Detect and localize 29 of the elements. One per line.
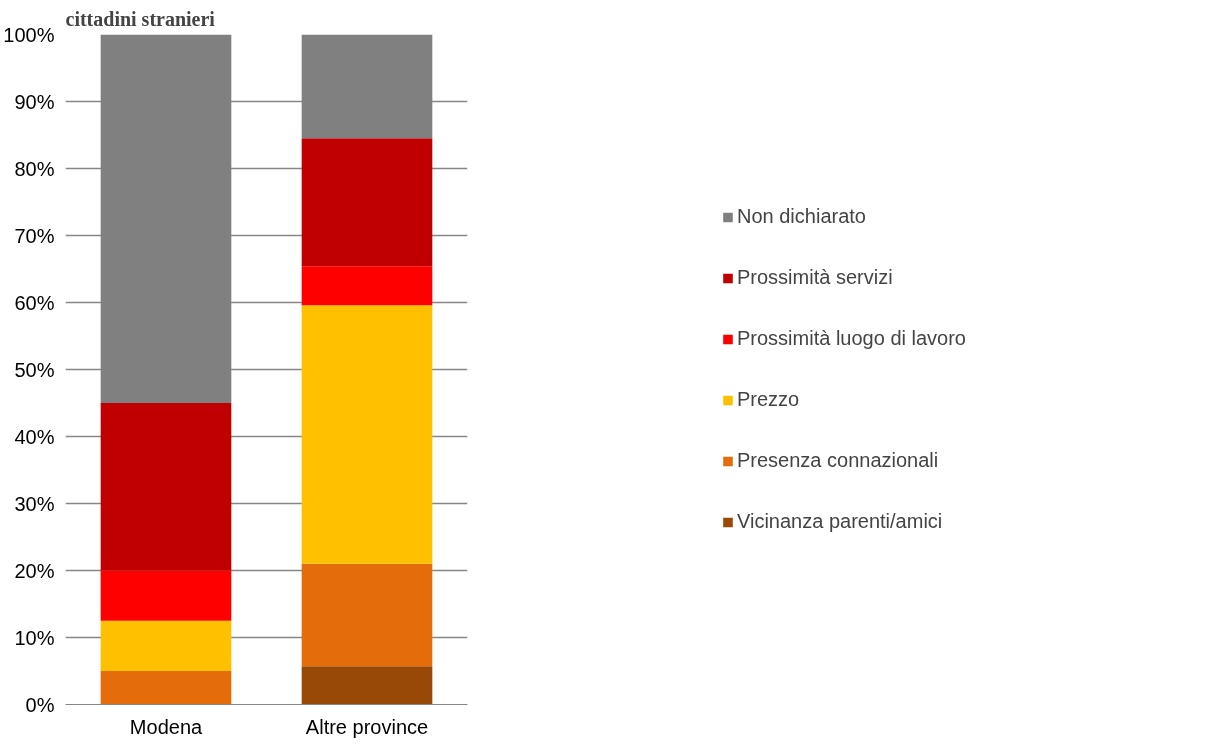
legend-label: Non dichiarato [737,205,866,228]
bar [100,570,232,621]
y-tick-label: 50% [14,358,55,381]
y-tick-label: 20% [14,559,55,582]
bar [100,403,232,571]
bar [100,671,232,705]
y-tick-label: 90% [14,90,55,113]
y-tick-label: 100% [3,23,55,46]
y-tick-label: 40% [14,425,55,448]
legend-label: Prossimità servizi [737,266,893,289]
y-tick-label: 10% [14,626,55,649]
bar [301,666,433,705]
y-tick-label: 60% [14,291,55,314]
chart-title: cittadini stranieri [65,7,216,30]
legend-label: Vicinanza parenti/amici [737,510,943,533]
legend-label: Presenza connazionali [737,449,939,472]
x-tick-label: Modena [129,715,204,738]
bar [301,138,433,267]
y-tick-label: 70% [14,224,55,247]
bar [100,620,232,671]
legend-label: Prezzo [737,388,800,411]
y-tick-label: 0% [25,693,55,716]
y-tick-label: 80% [14,157,55,180]
legend-label: Prossimità luogo di lavoro [737,327,966,350]
bar [301,305,433,564]
bar [301,563,433,667]
bar [301,266,433,306]
y-tick-label: 30% [14,492,55,515]
x-tick-label: Altre province [305,715,429,738]
